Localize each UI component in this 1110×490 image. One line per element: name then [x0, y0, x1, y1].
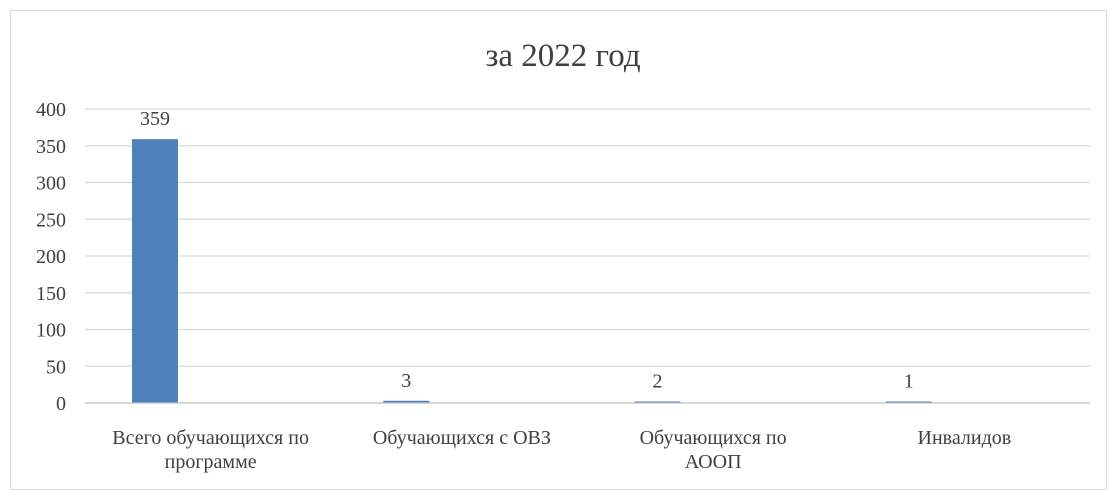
- y-tick-label: 400: [36, 99, 66, 121]
- y-tick-label: 200: [36, 246, 66, 268]
- data-label: 2: [653, 371, 663, 393]
- data-label: 1: [904, 371, 914, 393]
- data-label: 3: [401, 370, 411, 392]
- data-label: 359: [140, 108, 170, 130]
- y-axis: 0 50 100 150 200 250 300 350 400: [36, 99, 66, 415]
- data-labels: 359 3 2 1: [140, 108, 914, 392]
- gridlines: [85, 108, 1090, 367]
- bar: [634, 401, 681, 403]
- y-tick-label: 0: [56, 393, 66, 415]
- bar: [132, 139, 178, 403]
- category-label: Обучающихся с ОВЗ: [373, 427, 551, 449]
- y-tick-label: 50: [46, 356, 66, 378]
- y-tick-label: 300: [36, 173, 66, 195]
- y-tick-label: 100: [36, 320, 66, 342]
- category-label: Всего обучающихся по: [112, 427, 309, 449]
- category-label: Инвалидов: [918, 427, 1012, 449]
- bar: [383, 400, 430, 403]
- y-tick-label: 150: [36, 283, 66, 305]
- category-label: АООП: [685, 451, 742, 473]
- y-tick-label: 350: [36, 136, 66, 158]
- chart-title: за 2022 год: [485, 38, 640, 74]
- category-label: программе: [165, 451, 257, 473]
- chart-frame: [10, 10, 1107, 490]
- bars: [132, 139, 932, 403]
- bar: [885, 401, 932, 403]
- category-label: Обучающихся по: [640, 427, 787, 449]
- y-tick-label: 250: [36, 209, 66, 231]
